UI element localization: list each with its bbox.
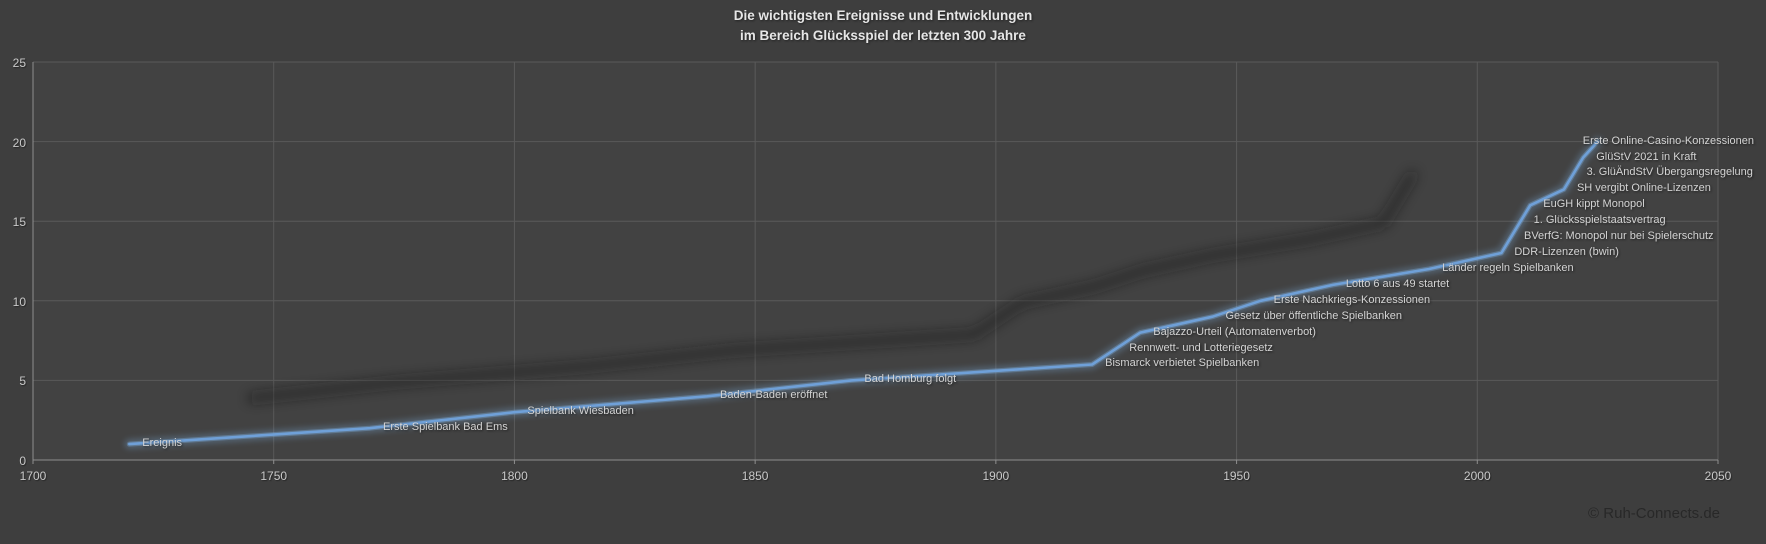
- event-label: 3. GlüÄndStV Übergangsregelung: [1586, 166, 1753, 179]
- event-label: BVerfG: Monopol nur bei Spielerschutz: [1523, 230, 1714, 243]
- chart-title-line1: Die wichtigsten Ereignisse und Entwicklu…: [733, 8, 1033, 23]
- series-line: [128, 140, 1599, 446]
- event-label: EuGH kippt Monopol: [1543, 198, 1645, 211]
- x-tick-label: 2050: [1704, 469, 1732, 483]
- event-label: Bajazzo-Urteil (Automatenverbot): [1153, 325, 1316, 338]
- chart-title-line2: im Bereich Glücksspiel der letzten 300 J…: [740, 28, 1026, 43]
- event-label: Lotto 6 aus 49 startet: [1345, 277, 1450, 290]
- event-label: Bad Homburg folgt: [864, 373, 957, 386]
- x-tick-label: 2000: [1463, 469, 1491, 483]
- event-label: Bismarck verbietet Spielbanken: [1105, 357, 1260, 370]
- y-tick-label: 0: [19, 454, 26, 468]
- y-tick-label: 15: [12, 215, 26, 230]
- x-tick-label: 1750: [260, 469, 288, 483]
- axes: [32, 62, 1719, 464]
- event-label: 1. Glücksspielstaatsvertrag: [1533, 214, 1666, 227]
- x-tick-label: 1700: [19, 469, 47, 483]
- x-tick-label: 1950: [1223, 469, 1250, 483]
- x-tick-label: 1850: [741, 469, 769, 483]
- event-label: Erste Online-Casino-Konzessionen: [1582, 134, 1754, 147]
- x-tick-label: 1800: [501, 469, 528, 483]
- event-label: Länder regeln Spielbanken: [1442, 261, 1574, 274]
- x-tick-label: 1900: [982, 469, 1010, 483]
- event-label: GlüStV 2021 in Kraft: [1596, 150, 1697, 163]
- series-shadow: [248, 171, 1417, 403]
- event-label: Spielbank Wiesbaden: [527, 405, 634, 418]
- y-tick-label: 25: [12, 56, 26, 70]
- copyright-text: © Ruh-Connects.de: [1588, 505, 1720, 522]
- y-tick-label: 5: [19, 374, 26, 389]
- event-label: DDR-Lizenzen (bwin): [1514, 246, 1619, 259]
- chart-title: Die wichtigsten Ereignisse und Entwicklu…: [0, 6, 1766, 46]
- event-label: Rennwett- und Lotteriegesetz: [1129, 341, 1273, 354]
- y-tick-label: 10: [12, 294, 26, 309]
- event-label: Erste Spielbank Bad Ems: [383, 421, 508, 434]
- event-label: Ereignis: [142, 437, 183, 450]
- y-tick-label: 20: [12, 135, 26, 150]
- event-label: Baden-Baden eröffnet: [720, 389, 828, 402]
- event-label: Erste Nachkriegs-Konzessionen: [1273, 293, 1431, 306]
- event-label: SH vergibt Online-Lizenzen: [1576, 182, 1711, 195]
- event-label: Gesetz über öffentliche Spielbanken: [1225, 309, 1403, 322]
